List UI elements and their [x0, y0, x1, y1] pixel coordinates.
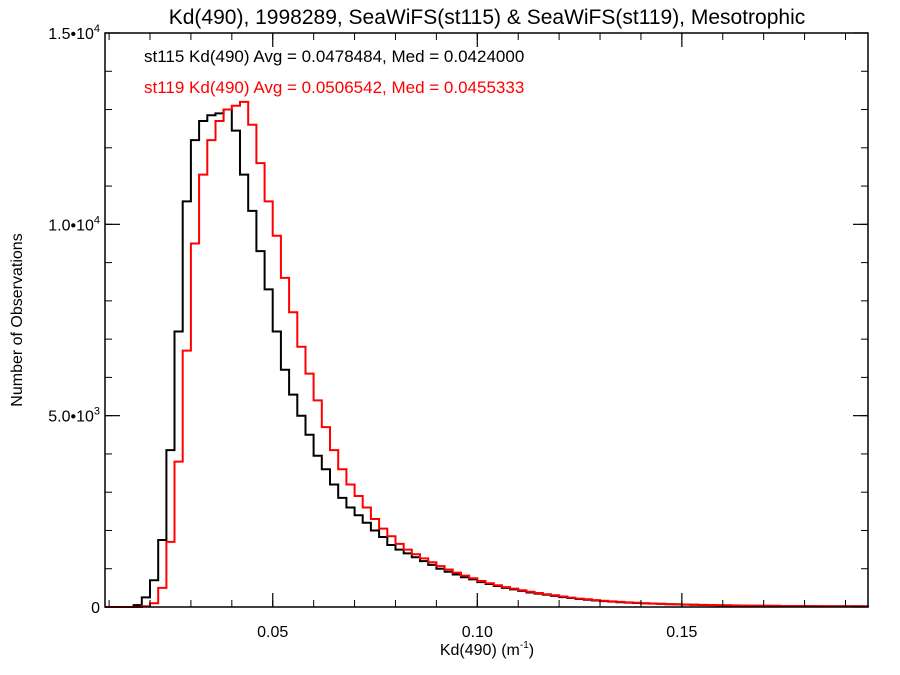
- x-tick-label: 0.10: [462, 624, 493, 641]
- chart-title: Kd(490), 1998289, SeaWiFS(st115) & SeaWi…: [169, 6, 806, 29]
- y-tick-label: 1.0•104: [48, 214, 100, 234]
- series-st119: [105, 100, 869, 608]
- x-tick-label: 0.15: [666, 624, 697, 641]
- y-tick-label: 5.0•103: [48, 406, 100, 426]
- y-axis-label: Number of Observations: [9, 233, 26, 406]
- legend-entry-st119: st119 Kd(490) Avg = 0.0506542, Med = 0.0…: [144, 78, 524, 97]
- x-axis-label: Kd(490) (m-1): [440, 640, 534, 659]
- plot-frame: [104, 32, 869, 608]
- x-tick-label: 0.05: [257, 624, 288, 641]
- y-tick-label: 1.5•104: [48, 23, 100, 43]
- series-st115: [105, 108, 869, 608]
- y-tick-label: 0: [91, 600, 100, 617]
- legend-entry-st115: st115 Kd(490) Avg = 0.0478484, Med = 0.0…: [144, 47, 524, 66]
